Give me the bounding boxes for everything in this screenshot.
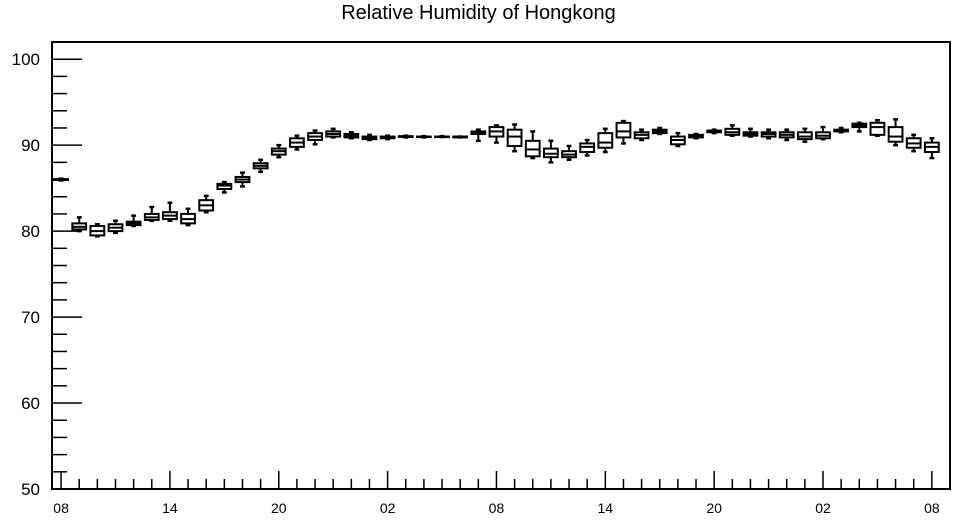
box-item: [651, 126, 668, 136]
x-tick-label: 08: [53, 500, 69, 516]
box-item: [506, 123, 523, 153]
box-item: [107, 219, 124, 235]
box-iqr: [887, 126, 904, 143]
box-iqr: [615, 121, 632, 139]
box-item: [815, 125, 831, 141]
box-item: [216, 180, 233, 194]
box-item: [452, 135, 469, 139]
box-item: [615, 119, 632, 145]
box-item: [724, 124, 741, 137]
x-tick-label: 08: [489, 500, 505, 516]
box-item: [778, 128, 795, 142]
box-item: [289, 134, 305, 151]
x-tick-label: 14: [162, 500, 178, 516]
box-item: [270, 143, 287, 159]
x-tick-label: 02: [380, 500, 396, 516]
x-tick-label: 20: [706, 500, 722, 516]
box-item: [742, 127, 759, 138]
plot-frame: [51, 41, 951, 490]
box-iqr: [597, 132, 614, 149]
box-item: [325, 127, 342, 139]
y-tick-label: 50: [21, 480, 40, 499]
box-item: [125, 214, 142, 228]
box-item: [923, 137, 940, 160]
box-item: [833, 126, 850, 134]
box-item: [180, 207, 196, 227]
box-iqr: [506, 128, 523, 148]
box-item: [434, 134, 450, 139]
x-tick-label: 14: [598, 500, 614, 516]
y-tick-label: 100: [12, 50, 40, 69]
box-item: [470, 128, 487, 143]
box-item: [796, 127, 813, 143]
box-item: [633, 128, 650, 142]
box-item: [343, 131, 360, 140]
box-item: [706, 128, 723, 135]
box-iqr: [869, 121, 886, 136]
box-item: [397, 134, 414, 139]
x-tick-label: 02: [815, 500, 831, 516]
box-item: [416, 134, 432, 139]
box-item: [252, 158, 269, 174]
box-item: [760, 128, 777, 140]
box-item: [53, 177, 69, 182]
box-item: [669, 131, 686, 148]
x-tick-label: 08: [924, 500, 940, 516]
y-tick-label: 70: [21, 308, 40, 327]
chart-title: Relative Humidity of Hongkong: [341, 2, 616, 24]
box-item: [198, 194, 215, 214]
box-item: [597, 127, 614, 154]
box-item: [488, 124, 505, 144]
box-item: [307, 129, 323, 146]
box-item: [561, 144, 577, 162]
box-item: [887, 118, 904, 147]
box-item: [851, 121, 868, 133]
box-item: [688, 132, 704, 140]
box-item: [89, 222, 106, 238]
y-tick-label: 90: [21, 136, 40, 155]
box-item: [361, 133, 378, 142]
box-item: [379, 134, 396, 141]
box-item: [524, 130, 541, 160]
box-item: [869, 118, 886, 137]
box-item: [162, 201, 178, 223]
axes-layer: 50 60 70 80 90 100 08 14 20 02 08 14 20 02 08: [12, 41, 951, 516]
boxes-layer: [53, 118, 940, 238]
box-item: [542, 139, 559, 164]
x-tick-label: 20: [271, 500, 287, 516]
box-item: [579, 138, 596, 157]
y-tick-label: 60: [21, 394, 40, 413]
y-tick-label: 80: [21, 222, 40, 241]
box-item: [143, 205, 160, 223]
box-item: [234, 171, 251, 188]
box-item: [905, 133, 922, 153]
box-item: [71, 216, 88, 233]
